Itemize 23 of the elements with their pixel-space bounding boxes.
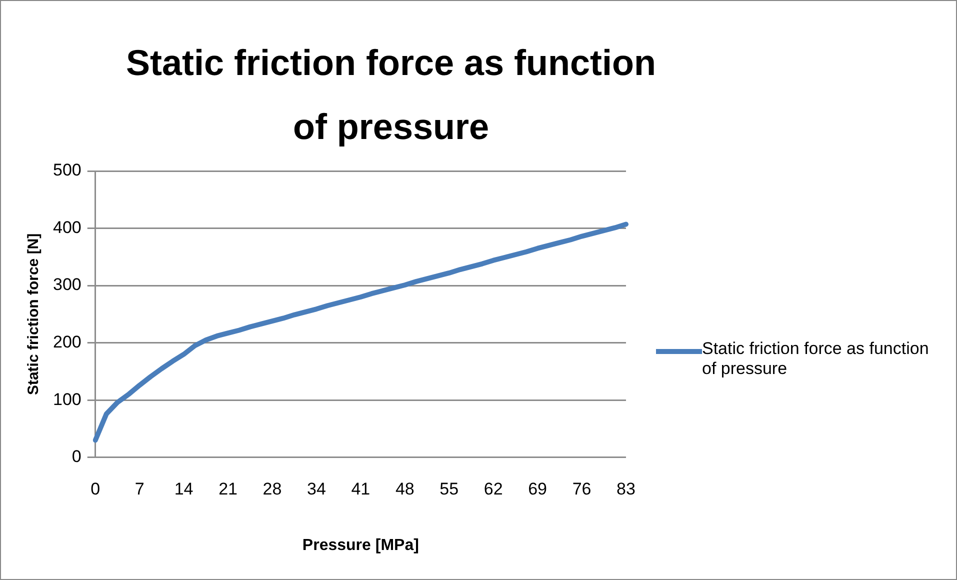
- x-tick-label: 76: [572, 479, 592, 498]
- x-axis-title: Pressure [MPa]: [302, 536, 419, 554]
- legend-label: Static friction force as function of pressure: [702, 339, 930, 379]
- y-tick-label: 500: [52, 160, 82, 180]
- x-tick-label: 14: [174, 479, 194, 498]
- y-tick-label: 300: [52, 275, 82, 294]
- x-tick-label: 0: [90, 479, 100, 498]
- y-tick-label: 400: [52, 218, 82, 237]
- y-tick-label: 200: [52, 332, 82, 352]
- y-tick-label: 0: [72, 447, 82, 466]
- x-tick-label: 41: [351, 479, 370, 498]
- x-tick-label: 83: [616, 479, 636, 498]
- y-axis-title: Static friction force [N]: [25, 233, 42, 396]
- chart-title: Static friction force as function of pressure: [124, 41, 658, 149]
- x-tick-label: 21: [218, 479, 238, 498]
- x-tick-label: 55: [440, 479, 459, 498]
- x-tick-label: 62: [484, 479, 503, 498]
- x-tick-label: 7: [134, 479, 144, 498]
- x-tick-label: 69: [528, 479, 548, 498]
- x-tick-label: 34: [307, 479, 326, 498]
- x-tick-label: 48: [395, 479, 414, 498]
- y-tick-label: 100: [52, 390, 82, 409]
- x-tick-label: 28: [262, 479, 282, 498]
